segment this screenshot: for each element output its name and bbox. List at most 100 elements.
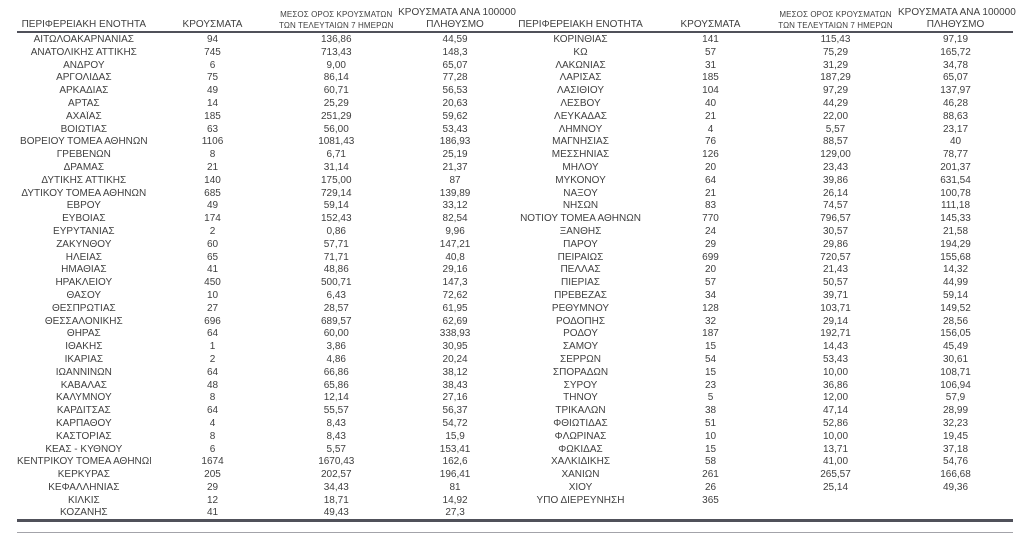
table-row: ΣΑΜΟΥ 15 14,43 45,49: [513, 341, 1013, 354]
header-region-label: ΠΕΡΙΦΕΡΕΙΑΚΗ ΕΝΟΤΗΤΑ: [21, 19, 147, 30]
table-row: ΑΡΚΑΔΙΑΣ 49 60,71 56,53: [17, 85, 512, 98]
per100k-cell: 87: [449, 174, 461, 186]
avg7-cell: [773, 495, 898, 508]
avg7-cell: 136,86: [320, 34, 352, 45]
header-row: ΠΕΡΙΦΕΡΕΙΑΚΗ ΕΝΟΤΗΤΑ ΚΡΟΥΣΜΑΤΑ ΜΕΣΟΣ ΟΡΟ…: [513, 0, 1016, 34]
per100k-cell: 88,63: [942, 110, 969, 122]
region-cell: ΦΘΙΩΤΙΔΑΣ: [553, 417, 608, 429]
region-cell: ΣΥΡΟΥ: [563, 379, 598, 391]
avg7-cell: 10,00: [822, 430, 849, 442]
per100k-cell: 338,93: [439, 328, 471, 340]
per100k-cell: 28,56: [942, 315, 969, 327]
per100k-cell: 54,72: [442, 417, 468, 429]
avg7-cell: 175,00: [320, 174, 352, 186]
table-row: ΝΗΣΩΝ 83 74,57 111,18: [513, 200, 1013, 213]
avg7-cell: 97,29: [822, 85, 849, 97]
table-row: ΚΑΡΠΑΘΟΥ 4 8,43 54,72: [17, 418, 512, 431]
table-row: ΑΝΔΡΟΥ 6 9,00 65,07: [17, 60, 512, 73]
table-body-left: ΑΙΤΩΛΟΑΚΑΡΝΑΝΙΑΣ 94 136,86 44,59 ΑΝΑΤΟΛΙΚΗΣ …: [17, 34, 512, 520]
region-cell: ΦΩΚΙΔΑΣ: [558, 443, 603, 455]
header-cases-label: ΚΡΟΥΣΜΑΤΑ: [680, 19, 741, 30]
cases-cell: 685: [204, 187, 221, 199]
per100k-cell: 30,95: [442, 341, 468, 353]
cases-cell: 63: [206, 123, 219, 135]
avg7-cell: 5,57: [326, 443, 346, 455]
avg7-cell: 12,00: [822, 392, 849, 404]
table-row: ΜΑΓΝΗΣΙΑΣ 76 88,57 40: [513, 136, 1013, 149]
cases-cell: 75: [206, 72, 219, 84]
per100k-cell: 82,54: [442, 213, 468, 225]
table-row: ΑΧΑΪΑΣ 185 251,29 59,62: [17, 111, 512, 124]
table-row: ΥΠΟ ΔΙΕΡΕΥΝΗΣΗ 365: [513, 495, 1013, 508]
region-cell: ΔΡΑΜΑΣ: [63, 161, 105, 173]
cases-cell: 8: [209, 392, 216, 404]
region-cell: ΘΑΣΟΥ: [66, 289, 102, 301]
avg7-cell: 29,14: [822, 315, 849, 327]
region-cell: ΕΒΡΟΥ: [66, 200, 101, 212]
avg7-cell: 10,00: [822, 366, 849, 378]
per100k-cell: 44,99: [942, 277, 969, 289]
per100k-cell: 33,12: [442, 200, 468, 212]
cases-cell: 38: [704, 405, 717, 417]
avg7-cell: 713,43: [320, 46, 352, 58]
avg7-cell: 39,71: [822, 289, 849, 301]
avg7-cell: 66,86: [323, 366, 349, 378]
avg7-cell: 47,14: [822, 405, 849, 417]
header-per100k-label: ΚΡΟΥΣΜΑΤΑ ΑΝΑ 100000 ΠΛΗΘΥΣΜΟ: [398, 7, 516, 30]
cases-cell: 57: [704, 277, 717, 289]
header-region: ΠΕΡΙΦΕΡΕΙΑΚΗ ΕΝΟΤΗΤΑ: [17, 0, 151, 34]
avg7-cell: 192,71: [820, 328, 851, 340]
avg7-cell: 23,43: [822, 161, 849, 173]
per100k-cell: 631,54: [940, 174, 971, 186]
per100k-cell: 14,32: [942, 264, 969, 276]
cases-cell: 64: [206, 328, 219, 340]
avg7-cell: 29,86: [822, 238, 849, 250]
avg7-cell: 59,14: [323, 200, 349, 212]
cases-cell: 2: [209, 225, 216, 237]
cases-cell: 185: [204, 110, 221, 122]
per100k-cell: 40,8: [445, 251, 465, 263]
region-cell: ΠΙΕΡΙΑΣ: [561, 277, 600, 289]
per100k-cell: 59,14: [942, 289, 969, 301]
table-row: ΝΑΞΟΥ 21 26,14 100,78: [513, 188, 1013, 201]
per100k-cell: 30,61: [942, 353, 969, 365]
table-row: ΕΒΡΟΥ 49 59,14 33,12: [17, 200, 512, 213]
table-row: ΠΙΕΡΙΑΣ 57 50,57 44,99: [513, 277, 1013, 290]
region-cell: ΧΑΝΙΩΝ: [561, 469, 600, 481]
header-avg7: ΜΕΣΟΣ ΟΡΟΣ ΚΡΟΥΣΜΑΤΩΝ ΤΩΝ ΤΕΛΕΥΤΑΙΩΝ 7 Η…: [773, 0, 898, 34]
cases-cell: 1: [209, 341, 216, 353]
header-avg7-label: ΜΕΣΟΣ ΟΡΟΣ ΚΡΟΥΣΜΑΤΩΝ ΤΩΝ ΤΕΛΕΥΤΑΙΩΝ 7 Η…: [778, 10, 893, 30]
table-row: ΦΩΚΙΔΑΣ 15 13,71 37,18: [513, 444, 1013, 457]
region-cell: ΚΕΑΣ - ΚΥΘΝΟΥ: [45, 443, 123, 455]
avg7-cell: 8,43: [326, 417, 346, 429]
region-cell: ΙΚΑΡΙΑΣ: [64, 353, 104, 365]
region-cell: ΚΑΣΤΟΡΙΑΣ: [56, 430, 112, 442]
per100k-cell: 139,89: [439, 187, 471, 199]
cases-cell: 12: [206, 494, 219, 506]
avg7-cell: 21,43: [822, 264, 849, 276]
avg7-cell: 187,29: [820, 72, 851, 84]
per100k-cell: 156,05: [940, 328, 971, 340]
per100k-cell: [898, 495, 1013, 508]
avg7-cell: 26,14: [822, 187, 849, 199]
avg7-cell: 1081,43: [318, 136, 355, 148]
region-cell: ΚΑΒΑΛΑΣ: [60, 379, 107, 391]
avg7-cell: 56,00: [323, 123, 349, 135]
table-row: ΠΑΡΟΥ 29 29,86 194,29: [513, 239, 1013, 252]
region-cell: ΚΟΖΑΝΗΣ: [60, 507, 108, 519]
region-cell: ΘΕΣΣΑΛΟΝΙΚΗΣ: [44, 315, 123, 327]
cases-cell: 48: [206, 379, 219, 391]
per100k-cell: 27,3: [445, 507, 465, 519]
table-row: ΚΩ 57 75,29 165,72: [513, 47, 1013, 60]
cases-cell: 450: [204, 277, 221, 289]
table-row: ΜΥΚΟΝΟΥ 64 39,86 631,54: [513, 175, 1013, 188]
table-row: ΗΡΑΚΛΕΙΟΥ 450 500,71 147,3: [17, 277, 512, 290]
cases-cell: 54: [704, 353, 717, 365]
per100k-cell: 147,3: [442, 277, 468, 289]
per100k-cell: 186,93: [439, 136, 471, 148]
cases-cell: 64: [206, 405, 219, 417]
table-row: ΛΑΣΙΘΙΟΥ 104 97,29 137,97: [513, 85, 1013, 98]
region-cell: ΠΑΡΟΥ: [563, 238, 598, 250]
cases-cell: 41: [206, 507, 219, 519]
